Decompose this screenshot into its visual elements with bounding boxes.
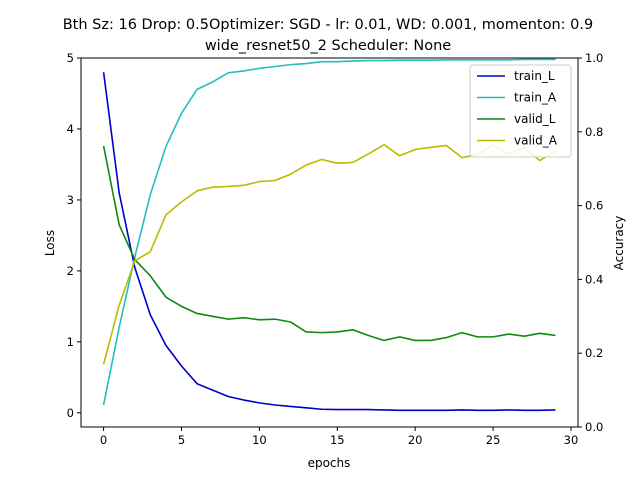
- legend-label-valid_L: valid_L: [514, 112, 556, 126]
- x-tick-label: 25: [486, 433, 501, 447]
- y-right-tick-label: 0.2: [585, 346, 603, 360]
- y-left-tick-label: 2: [67, 264, 74, 278]
- y-left-tick-label: 4: [67, 122, 74, 136]
- y-axis-left-label: Loss: [43, 230, 57, 256]
- y-right-tick-label: 0.6: [585, 199, 603, 213]
- y-left-tick-label: 1: [67, 335, 74, 349]
- legend-label-train_L: train_L: [514, 69, 555, 83]
- series-line-train_A: [102, 58, 556, 406]
- x-tick-label: 5: [178, 433, 185, 447]
- y-right-tick-label: 1.0: [585, 51, 603, 65]
- chart-title-line1: Bth Sz: 16 Drop: 0.5Optimizer: SGD - lr:…: [63, 17, 594, 33]
- x-axis-label: epochs: [308, 456, 351, 470]
- y-right-tick-label: 0.0: [585, 420, 603, 434]
- x-tick-label: 30: [564, 433, 579, 447]
- legend-box: [469, 64, 572, 158]
- y-left-tick-label: 0: [67, 406, 74, 420]
- x-axis: 0 5 10 15 20 25 30: [100, 427, 578, 447]
- chart-title-line2: wide_resnet50_2 Scheduler: None: [205, 38, 451, 54]
- legend-label-valid_A: valid_A: [514, 134, 558, 148]
- y-axis-left: 0 1 2 3 4 5: [67, 51, 81, 420]
- y-axis-right-label: Accuracy: [612, 216, 626, 271]
- x-tick-label: 20: [408, 433, 423, 447]
- y-axis-right: 0.0 0.2 0.4 0.6 0.8 1.0: [578, 51, 603, 434]
- plot-frame: [80, 57, 579, 428]
- series-line-valid_L: [102, 145, 556, 342]
- x-tick-label: 10: [252, 433, 267, 447]
- y-right-tick-label: 0.8: [585, 125, 603, 139]
- y-right-tick-label: 0.4: [585, 272, 603, 286]
- y-left-tick-label: 5: [67, 51, 74, 65]
- legend-label-train_A: train_A: [514, 91, 557, 105]
- series-line-valid_A: [102, 143, 556, 365]
- series-line-train_L: [102, 72, 556, 412]
- legend: train_L train_A valid_L valid_A: [469, 64, 572, 158]
- y-left-tick-label: 3: [67, 193, 74, 207]
- x-tick-label: 15: [330, 433, 345, 447]
- x-tick-label: 0: [100, 433, 107, 447]
